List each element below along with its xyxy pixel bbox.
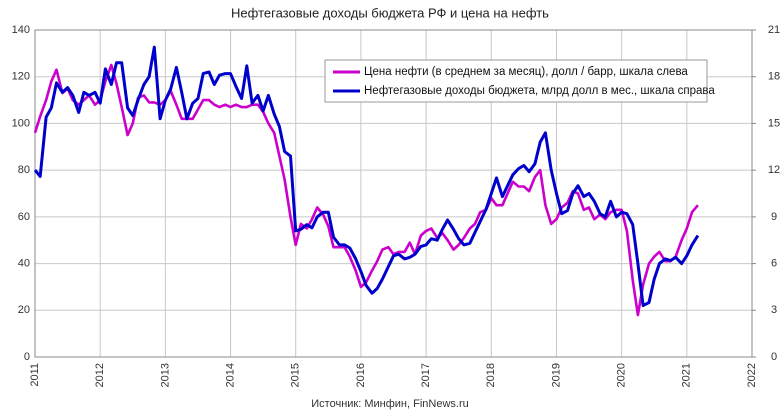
x-tick-label: 2015 <box>290 363 302 387</box>
x-tick-label: 2011 <box>29 363 41 387</box>
y2-tick-label: 0 <box>771 351 777 363</box>
y2-tick-label: 12 <box>768 164 780 176</box>
x-tick-label: 2021 <box>681 363 693 387</box>
x-tick-label: 2014 <box>224 363 236 387</box>
x-tick-label: 2019 <box>550 363 562 387</box>
y2-tick-label: 3 <box>771 304 777 316</box>
y-tick-label: 100 <box>12 117 30 129</box>
x-tick-label: 2018 <box>485 363 497 387</box>
y-tick-label: 40 <box>18 257 30 269</box>
y-tick-label: 140 <box>12 24 30 36</box>
x-tick-label: 2013 <box>159 363 171 387</box>
chart-title: Нефтегазовые доходы бюджета РФ и цена на… <box>231 5 549 20</box>
x-tick-label: 2012 <box>94 363 106 387</box>
y-tick-label: 0 <box>24 351 30 363</box>
y-tick-label: 120 <box>12 71 30 83</box>
y2-tick-label: 15 <box>768 117 780 129</box>
y2-tick-label: 6 <box>771 257 777 269</box>
y-tick-label: 80 <box>18 164 30 176</box>
y2-tick-label: 18 <box>768 71 780 83</box>
series-line <box>33 45 700 308</box>
y2-tick-label: 21 <box>768 24 780 36</box>
x-tick-label: 2016 <box>355 363 367 387</box>
source: Источник: Минфин, FinNews.ru <box>311 398 468 410</box>
x-tick-label: 2022 <box>746 363 758 387</box>
y-tick-label: 20 <box>18 304 30 316</box>
y2-tick-label: 9 <box>771 211 777 223</box>
x-tick-label: 2017 <box>420 363 432 387</box>
x-tick-label: 2020 <box>616 363 628 387</box>
legend-box <box>324 59 708 103</box>
legend-label: Нефтегазовые доходы бюджета, млрд долл в… <box>364 85 715 97</box>
legend-label: Цена нефти (в среднем за месяц), долл / … <box>364 66 688 78</box>
plot-border <box>34 29 753 358</box>
y-tick-label: 60 <box>18 211 30 223</box>
